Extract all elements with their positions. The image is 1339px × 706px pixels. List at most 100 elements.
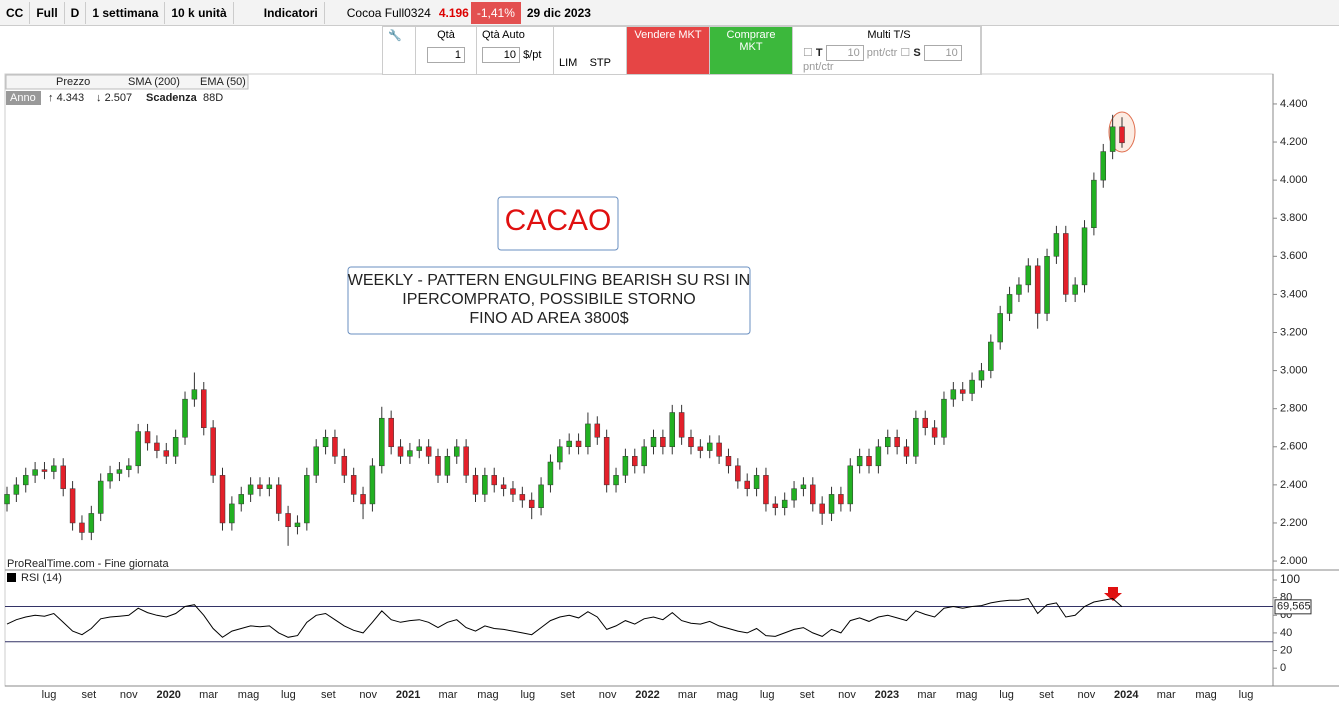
instrument: Cocoa Full0324 xyxy=(346,5,431,20)
candle-body xyxy=(388,417,394,448)
candle-body xyxy=(407,450,413,457)
candle-body xyxy=(60,465,66,489)
candle-body xyxy=(528,499,535,508)
x-tick-label: nov xyxy=(1078,689,1096,701)
qty-label: Qtà xyxy=(437,29,455,41)
qty-input[interactable]: 1 xyxy=(427,47,465,63)
sell[interactable]: Vendere MKT xyxy=(627,27,710,74)
mode[interactable]: Full xyxy=(30,1,65,24)
t-input[interactable]: 10 xyxy=(825,45,864,61)
candle-body xyxy=(838,494,844,505)
candle-body xyxy=(341,456,348,476)
candle-body xyxy=(697,446,704,451)
rsi-last-label: 69,565 xyxy=(1277,601,1311,613)
candle-body xyxy=(257,484,263,489)
x-tick-label: mar xyxy=(917,689,936,701)
candle-body xyxy=(322,437,329,448)
multi-label[interactable]: Multi T/S xyxy=(867,29,911,41)
year-tag xyxy=(6,91,41,105)
s-input[interactable]: 10 xyxy=(923,45,962,61)
candle-body xyxy=(1072,284,1078,295)
candle-body xyxy=(32,469,38,476)
candle-body xyxy=(172,437,179,457)
candle-body xyxy=(313,446,319,476)
candle-body xyxy=(735,465,741,482)
candle-body xyxy=(435,456,441,476)
rsi-tick-label: 0 xyxy=(1280,662,1286,674)
qty-auto: Qtà Auto 10 $/pt xyxy=(477,27,554,74)
candle-body xyxy=(1100,151,1107,181)
title-box xyxy=(497,196,619,251)
candle-body xyxy=(397,446,404,457)
candle-body xyxy=(688,437,694,448)
candle-body xyxy=(566,440,572,448)
period[interactable]: 1 settimana xyxy=(86,1,166,24)
x-tick-label: mag xyxy=(717,689,738,701)
candle-body xyxy=(594,423,601,438)
candle-body xyxy=(622,456,629,476)
year-high: ↑ 4.343 xyxy=(48,92,84,104)
candle-body xyxy=(632,456,638,467)
x-tick-label: set xyxy=(321,689,336,701)
candle-body xyxy=(1034,265,1041,314)
candle-body xyxy=(1063,233,1069,295)
annotation-title: CACAO xyxy=(505,204,612,237)
candle-body xyxy=(678,412,685,438)
annotation-line: WEEKLY - PATTERN ENGULFING BEARISH SU RS… xyxy=(348,272,750,289)
candle-body xyxy=(885,437,891,448)
candle-body xyxy=(988,341,994,371)
qty-auto-input[interactable]: 10 xyxy=(482,47,520,63)
x-tick-label: mag xyxy=(956,689,977,701)
buy[interactable]: Comprare MKT xyxy=(710,27,793,74)
x-tick-label: mar xyxy=(199,689,218,701)
date: 29 dic 2023 xyxy=(526,5,591,20)
rsi-name: RSI (14) xyxy=(21,572,62,584)
expiry: 88D xyxy=(203,92,223,104)
ts: ☐ T 10 pnt/ctr ☐ S 10 pnt/ctr xyxy=(803,45,975,73)
candle-body xyxy=(613,475,619,486)
candle-body xyxy=(1081,227,1088,286)
candle-body xyxy=(1119,126,1125,144)
candle-body xyxy=(875,446,882,467)
stp[interactable]: STP xyxy=(589,57,611,69)
candle-body xyxy=(772,503,779,508)
candle-body xyxy=(116,469,123,474)
candle-body xyxy=(1053,233,1060,257)
year-label: Anno xyxy=(10,92,36,104)
x-tick-label: 2024 xyxy=(1114,689,1139,701)
symbol[interactable]: CC xyxy=(0,1,31,24)
tools[interactable]: 🔧 xyxy=(383,27,416,74)
d-button[interactable]: D xyxy=(65,1,87,24)
x-tick-label: lug xyxy=(999,689,1014,701)
candle-body xyxy=(369,465,376,505)
s-unit: pnt/ctr xyxy=(803,61,834,73)
candle-body xyxy=(51,465,57,472)
candle-body xyxy=(716,442,722,457)
rsi-tick-label: 40 xyxy=(1280,627,1292,639)
rsi-arrow xyxy=(1104,587,1122,601)
candle-body xyxy=(650,437,657,448)
candle-body xyxy=(332,437,338,457)
candle-body xyxy=(182,398,188,438)
price: 4.196 xyxy=(438,5,469,20)
indicators[interactable]: Indicatori xyxy=(234,1,325,24)
candle-body xyxy=(88,513,95,533)
annotation-line: FINO AD AREA 3800$ xyxy=(469,310,628,327)
lim[interactable]: LIM xyxy=(559,57,578,69)
qty: Qtà 1 xyxy=(416,27,477,74)
y-tick-label: 3.400 xyxy=(1280,288,1308,300)
orders: LIM STP xyxy=(554,27,627,74)
candle-body xyxy=(763,475,769,505)
candle-body xyxy=(1025,265,1032,286)
candle-body xyxy=(744,480,750,489)
candle-body xyxy=(950,389,957,400)
y-tick-label: 3.600 xyxy=(1280,250,1308,262)
candle-body xyxy=(463,446,469,476)
annotation-line: IPERCOMPRATO, POSSIBILE STORNO xyxy=(402,291,695,308)
candle-body xyxy=(416,446,423,451)
x-tick-label: set xyxy=(560,689,575,701)
candle-body xyxy=(810,484,816,505)
candle-body xyxy=(491,475,497,486)
units[interactable]: 10 k unità xyxy=(165,1,234,24)
expiry-label: Scadenza xyxy=(146,92,198,104)
